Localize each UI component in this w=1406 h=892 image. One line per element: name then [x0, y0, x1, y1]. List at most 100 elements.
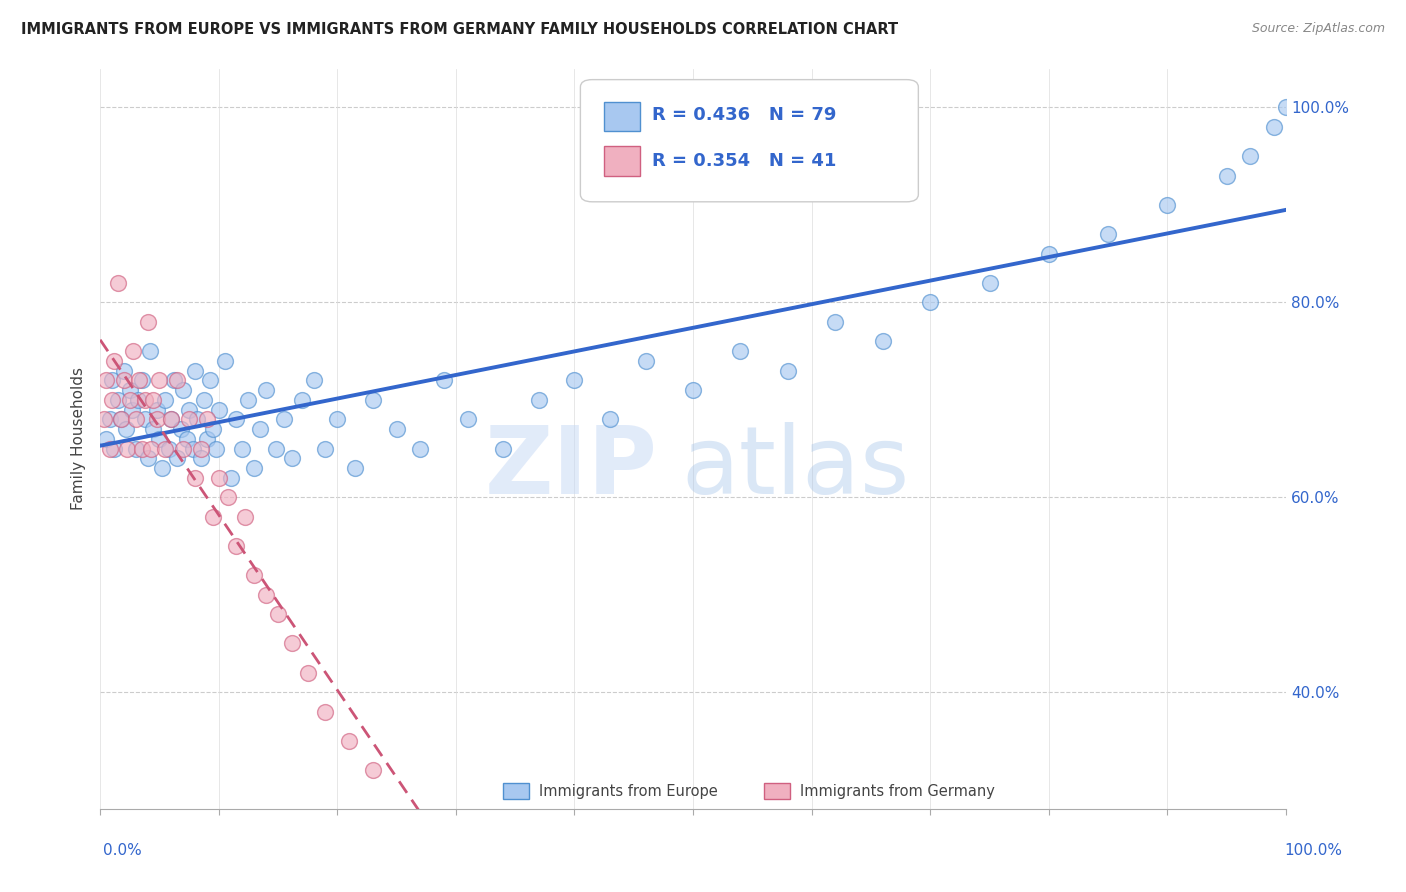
Point: [1097, 227, 1119, 242]
Point: [682, 383, 704, 397]
Point: [219, 471, 242, 485]
Point: [205, 442, 228, 456]
Point: [920, 295, 942, 310]
Point: [131, 373, 153, 387]
Point: [730, 344, 752, 359]
Point: [824, 315, 846, 329]
Point: [776, 363, 799, 377]
Point: [201, 422, 224, 436]
Point: [166, 451, 188, 466]
Point: [110, 412, 132, 426]
Point: [291, 392, 314, 407]
Point: [110, 412, 132, 426]
Point: [121, 402, 143, 417]
Point: [170, 422, 193, 436]
Point: [115, 422, 138, 436]
Point: [107, 276, 129, 290]
Text: 100.0%: 100.0%: [1285, 843, 1343, 858]
Point: [326, 412, 349, 426]
Point: [1239, 149, 1261, 163]
Point: [1215, 169, 1237, 183]
Point: [122, 344, 145, 359]
Point: [136, 451, 159, 466]
Point: [160, 412, 183, 426]
Point: [93, 412, 115, 426]
Point: [146, 402, 169, 417]
Point: [184, 471, 207, 485]
Point: [139, 344, 162, 359]
Point: [361, 763, 384, 777]
Point: [166, 373, 188, 387]
Point: [160, 412, 183, 426]
Point: [273, 412, 295, 426]
Point: [118, 392, 141, 407]
FancyBboxPatch shape: [581, 79, 918, 202]
Text: atlas: atlas: [681, 423, 910, 515]
Text: R = 0.354   N = 41: R = 0.354 N = 41: [651, 152, 837, 170]
Point: [492, 442, 515, 456]
Text: IMMIGRANTS FROM EUROPE VS IMMIGRANTS FROM GERMANY FAMILY HOUSEHOLDS CORRELATION : IMMIGRANTS FROM EUROPE VS IMMIGRANTS FRO…: [21, 22, 898, 37]
Point: [186, 412, 208, 426]
Point: [125, 442, 148, 456]
Point: [1038, 246, 1060, 260]
Point: [148, 373, 170, 387]
Point: [281, 636, 304, 650]
Point: [134, 392, 156, 407]
Point: [564, 373, 586, 387]
Point: [125, 412, 148, 426]
Point: [94, 432, 117, 446]
Point: [128, 373, 150, 387]
Point: [118, 383, 141, 397]
Point: [177, 402, 200, 417]
Point: [176, 432, 198, 446]
Point: [103, 354, 125, 368]
Point: [103, 442, 125, 456]
Point: [231, 442, 253, 456]
Point: [254, 588, 277, 602]
Point: [101, 373, 124, 387]
Text: 0.0%: 0.0%: [103, 843, 142, 858]
Point: [148, 432, 170, 446]
Point: [107, 392, 129, 407]
Point: [314, 705, 336, 719]
Point: [195, 432, 218, 446]
Point: [193, 392, 215, 407]
Point: [190, 451, 212, 466]
Text: R = 0.436   N = 79: R = 0.436 N = 79: [651, 106, 837, 124]
Point: [184, 363, 207, 377]
Text: Immigrants from Europe: Immigrants from Europe: [538, 784, 717, 798]
Point: [98, 442, 121, 456]
Point: [172, 442, 194, 456]
Point: [155, 442, 177, 456]
FancyBboxPatch shape: [765, 783, 790, 799]
Point: [134, 412, 156, 426]
Point: [112, 373, 135, 387]
Point: [208, 402, 231, 417]
Point: [136, 315, 159, 329]
Point: [243, 461, 266, 475]
Point: [101, 392, 124, 407]
Point: [117, 442, 139, 456]
Point: [243, 568, 266, 582]
FancyBboxPatch shape: [605, 146, 640, 176]
Text: Immigrants from Germany: Immigrants from Germany: [800, 784, 994, 798]
Point: [527, 392, 550, 407]
Point: [200, 373, 222, 387]
Point: [98, 412, 121, 426]
Point: [314, 442, 336, 456]
Point: [634, 354, 657, 368]
Point: [181, 442, 204, 456]
Point: [142, 422, 165, 436]
Point: [249, 422, 271, 436]
Point: [1263, 120, 1285, 134]
Point: [1275, 101, 1298, 115]
Point: [281, 451, 304, 466]
Point: [409, 442, 432, 456]
Text: ZIP: ZIP: [485, 423, 658, 515]
Point: [457, 412, 479, 426]
Point: [872, 334, 894, 349]
Point: [172, 383, 194, 397]
Point: [267, 607, 290, 621]
Point: [208, 471, 231, 485]
FancyBboxPatch shape: [605, 102, 640, 131]
